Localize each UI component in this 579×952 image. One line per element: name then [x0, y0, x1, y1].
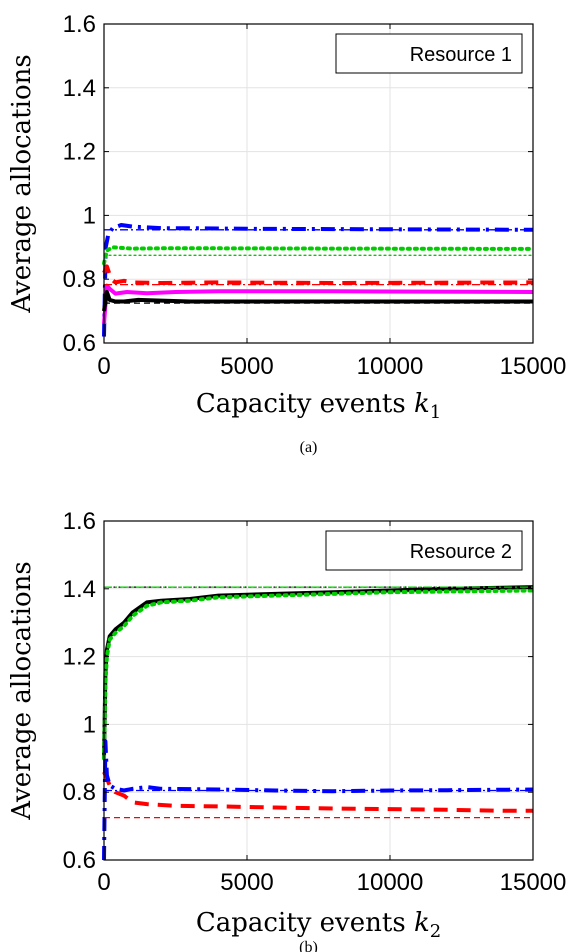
y-tick-label: 1.4: [63, 576, 96, 603]
plot-frame: [103, 23, 534, 344]
panel-caption: (a): [300, 439, 318, 456]
y-tick-label: 1.6: [63, 508, 96, 535]
series-line-2: [102, 588, 535, 761]
y-tick-label: 0.8: [63, 779, 96, 806]
legend-box: [325, 530, 523, 571]
y-tick-label: 1: [83, 202, 96, 229]
chart-panel-b: 0 5000 10000 15000 0.6 0.8 1 1.2 1.4 1.6 Average a…: [7, 508, 566, 952]
series-line-2: [102, 245, 535, 266]
y-tick-label: 1: [83, 711, 96, 738]
y-axis-label: Average allocations: [7, 54, 37, 313]
legend-label: Resource 2: [410, 541, 512, 563]
y-tick-label: 1.2: [63, 644, 96, 671]
series-line-3: [102, 264, 534, 285]
x-axis-label: Capacity events k2: [196, 908, 441, 942]
x-tick-label: 5000: [220, 869, 273, 896]
series-line-5: [102, 290, 533, 312]
series-line-6: [102, 739, 534, 861]
x-tick-label: 5000: [220, 353, 273, 380]
chart-panel-a: 0 5000 10000 15000 0.6 0.8 1 1.2 1.4 1.6 Average a…: [7, 11, 566, 456]
series-line-4: [102, 283, 534, 325]
series-line-1: [102, 223, 534, 337]
panel-caption: (b): [299, 939, 318, 952]
x-tick-label: 15000: [500, 869, 567, 896]
y-tick-label: 1.4: [63, 75, 96, 102]
x-tick-label: 10000: [357, 869, 424, 896]
y-tick-label: 1.2: [63, 139, 96, 166]
y-tick-label: 1.6: [63, 11, 96, 38]
y-tick-label: 0.6: [63, 330, 96, 357]
legend-box: [335, 33, 523, 74]
y-tick-label: 0.8: [63, 266, 96, 293]
plot-frame: [103, 520, 534, 861]
y-tick-label: 0.6: [63, 847, 96, 874]
x-tick-label: 15000: [500, 353, 567, 380]
x-tick-label: 10000: [357, 353, 424, 380]
x-tick-label: 0: [97, 353, 110, 380]
y-axis-label: Average allocations: [7, 561, 37, 820]
legend-label: Resource 1: [410, 44, 512, 66]
x-axis-label: Capacity events k1: [196, 389, 441, 423]
x-tick-label: 0: [97, 869, 110, 896]
